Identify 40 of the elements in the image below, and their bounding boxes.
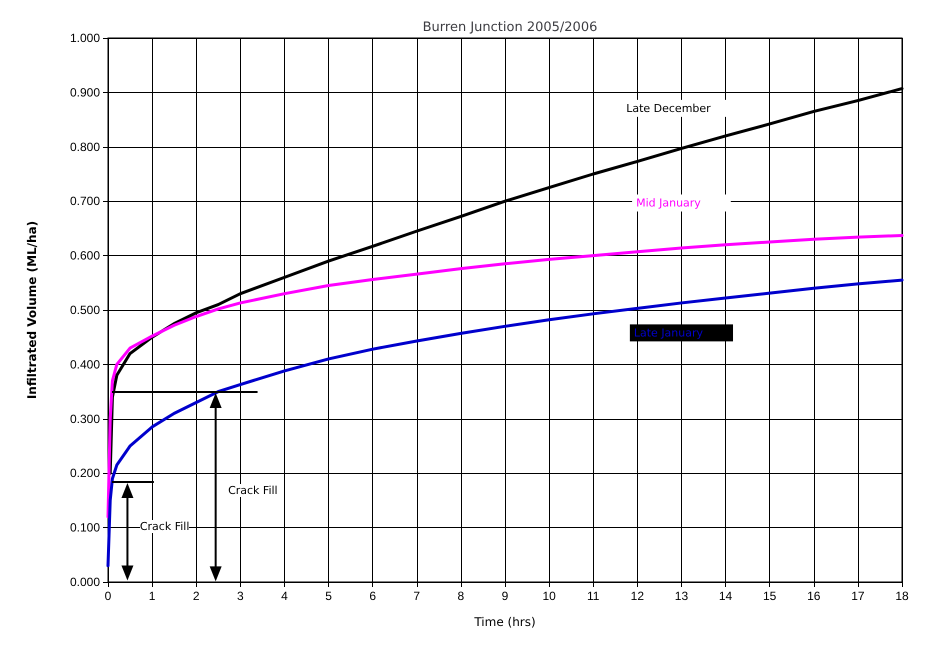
y-tick-label: 0.200 — [70, 466, 100, 480]
x-tick-label: 12 — [630, 589, 644, 603]
x-tick-label: 16 — [807, 589, 821, 603]
annotation: Crack Fill — [228, 484, 278, 498]
x-tick-label: 11 — [586, 589, 600, 603]
x-tick-label: 13 — [674, 589, 688, 603]
x-tick-label: 15 — [762, 589, 777, 603]
text: Mid January — [636, 196, 702, 210]
y-axis-title: Infiltrated Volume (ML/ha) — [25, 220, 39, 400]
y-tick-label: 0.000 — [70, 575, 100, 589]
line-series — [106, 234, 904, 518]
chart-title: Burren Junction 2005/2006 — [422, 20, 598, 35]
x-tick-label: 6 — [369, 589, 376, 603]
text: Late December — [626, 102, 712, 115]
x-tick-label: 10 — [542, 589, 556, 603]
y-tick-label: 0.700 — [70, 194, 100, 208]
x-tick-label: 7 — [413, 589, 420, 603]
y-tick-label: 0.400 — [70, 357, 100, 372]
y-tick-label: 0.500 — [70, 303, 100, 317]
x-tick-label: 9 — [502, 589, 509, 603]
x-tick-label: 0 — [104, 589, 112, 603]
x-tick-label: 17 — [851, 589, 865, 603]
x-tick-label: 3 — [236, 589, 244, 603]
x-tick-label: 8 — [458, 589, 465, 603]
y-tick-label: 0.900 — [70, 85, 100, 100]
y-tick-label: 0.100 — [70, 520, 100, 535]
y-tick-label: 0.600 — [70, 248, 100, 263]
y-tick-label: 0.300 — [70, 412, 100, 426]
series-label: Late January — [634, 326, 704, 340]
x-axis-title: Time (hrs) — [473, 615, 536, 629]
y-tick-label: 0.800 — [70, 140, 100, 154]
x-tick-label: 2 — [192, 589, 200, 603]
y-tick-label: 1.000 — [70, 31, 100, 45]
annotation: Crack Fill — [140, 520, 190, 533]
x-tick-label: 18 — [895, 589, 909, 603]
x-tick-label: 5 — [325, 589, 332, 603]
line-series — [106, 278, 904, 568]
x-tick-label: 1 — [148, 589, 156, 603]
x-tick-label: 14 — [718, 589, 733, 603]
x-tick-label: 4 — [281, 589, 288, 603]
